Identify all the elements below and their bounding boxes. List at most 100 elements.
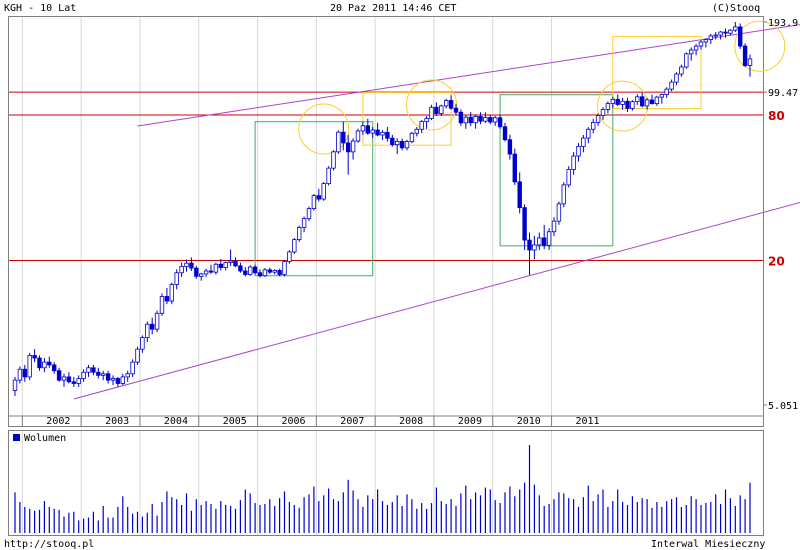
candle-up — [414, 128, 419, 134]
volume-bars — [14, 445, 751, 533]
candle-up — [630, 101, 635, 109]
x-tick-label: 2008 — [399, 416, 423, 427]
candle-down — [257, 272, 263, 277]
candle-down — [105, 373, 111, 381]
y-tick-label: 5.051 — [768, 401, 798, 412]
candle-down — [399, 140, 405, 149]
candle-down — [434, 106, 439, 114]
x-tick-label: 2011 — [576, 416, 600, 427]
candle-up — [306, 208, 312, 220]
y-tick-label: 99.47 — [768, 88, 798, 99]
candle-up — [586, 128, 591, 139]
x-tick-label: 2009 — [458, 416, 482, 427]
candle-up — [61, 376, 67, 381]
candle-up — [145, 323, 150, 338]
candle-up — [424, 118, 429, 122]
candle-up — [595, 115, 601, 123]
candle-up — [620, 100, 625, 105]
volume-legend-swatch — [13, 434, 20, 441]
candle-up — [733, 26, 738, 31]
candle-up — [223, 262, 228, 268]
candle-up — [684, 53, 689, 68]
candle-up — [463, 116, 468, 124]
candle-down — [640, 96, 645, 107]
candle-down — [390, 137, 395, 146]
candle-up — [184, 262, 189, 267]
candle-up — [537, 237, 542, 246]
candle-up — [689, 49, 694, 55]
candle-up — [272, 270, 277, 273]
candle-down — [723, 31, 728, 34]
candle-down — [37, 357, 42, 369]
x-tick-label: 2006 — [282, 416, 306, 427]
candle-up — [301, 218, 307, 228]
candle-down — [625, 100, 630, 109]
candle-up — [321, 183, 326, 200]
candle-down — [252, 266, 258, 274]
candle-down — [194, 267, 199, 277]
candle-up — [556, 203, 562, 222]
x-tick-label: 2004 — [164, 416, 188, 427]
footer-interval: Interwal Miesieczny — [651, 539, 765, 550]
candle-up — [747, 58, 753, 66]
candle-down — [512, 153, 517, 183]
candle-up — [409, 132, 415, 142]
candle-up — [546, 231, 552, 246]
yellow-circle — [734, 20, 786, 72]
candle-up — [228, 260, 233, 264]
yellow-box — [612, 35, 702, 110]
candle-up — [262, 269, 268, 277]
candle-up — [159, 296, 165, 314]
candle-down — [277, 270, 282, 275]
candle-up — [336, 131, 341, 153]
candle-up — [591, 122, 596, 130]
candle-up — [394, 140, 400, 146]
candle-up — [600, 109, 606, 116]
x-tick-label: 2007 — [340, 416, 364, 427]
candle-up — [483, 117, 488, 122]
candle-down — [385, 131, 390, 139]
candle-up — [561, 184, 566, 205]
candle-up — [331, 151, 336, 169]
candle-down — [71, 381, 76, 384]
footer-url: http://stooq.pl — [4, 539, 94, 550]
candle-up — [360, 125, 366, 132]
candle-down — [738, 26, 743, 47]
candle-down — [542, 237, 547, 246]
candle-up — [76, 378, 81, 384]
candle-up — [42, 361, 47, 369]
candle-up — [12, 379, 18, 391]
candle-up — [679, 66, 684, 75]
candle-up — [86, 367, 91, 373]
candle-down — [238, 265, 243, 272]
chart-title: KGH - 10 Lat — [4, 3, 76, 14]
candle-up — [693, 45, 699, 51]
candle-up — [566, 169, 571, 186]
candle-up — [101, 373, 106, 376]
candle-down — [458, 111, 464, 124]
candle-up — [120, 376, 125, 384]
candle-up — [635, 96, 640, 103]
candle-down — [478, 116, 483, 122]
yellow-circle — [298, 103, 350, 155]
candle-up — [532, 244, 537, 251]
green-box — [499, 94, 614, 247]
candle-up — [404, 141, 410, 149]
candle-up — [154, 312, 160, 330]
candle-up — [429, 106, 434, 119]
candle-down — [149, 323, 155, 330]
candle-down — [52, 364, 57, 372]
candle-up — [17, 368, 23, 381]
candle-up — [198, 273, 204, 277]
candle-up — [81, 371, 86, 379]
candle-down — [208, 270, 214, 273]
candle-up — [443, 100, 449, 107]
candle-up — [571, 155, 576, 170]
candle-up — [213, 263, 219, 273]
candle-up — [713, 34, 718, 37]
x-axis: 2002 2003 2004 2005 2006 2007 2008 2009 2010 2011 — [9, 415, 763, 427]
candle-up — [110, 378, 116, 381]
candle-down — [47, 361, 52, 366]
candle-down — [468, 116, 473, 124]
